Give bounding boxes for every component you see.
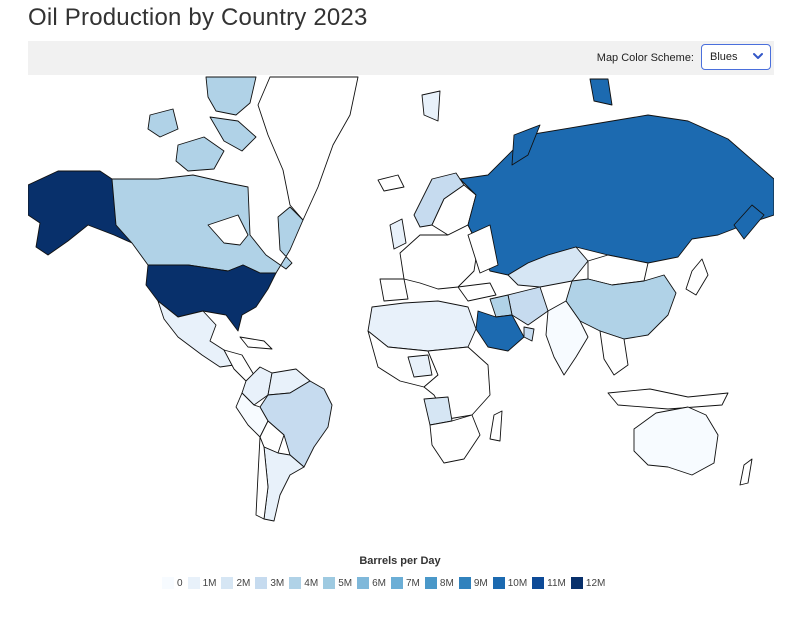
color-scheme-select[interactable]: Blues [701,44,771,70]
country-nigeria[interactable] [407,354,433,378]
legend-swatch [357,577,370,589]
country-russia-kamchatka[interactable] [733,204,765,240]
country-east-europe[interactable] [467,224,499,274]
country-svalbard[interactable] [421,90,441,122]
legend-item: 1M [187,577,217,589]
legend-item: 11M [532,577,566,589]
country-se-asia[interactable] [599,330,629,376]
legend-swatch [458,577,471,589]
country-europe[interactable] [399,224,479,290]
country-cuba[interactable] [239,336,273,350]
legend-swatch [532,577,545,589]
country-russia[interactable] [459,114,774,276]
legend-label: 11M [547,577,566,589]
legend-item: 8M [424,577,454,589]
legend-item: 2M [221,577,250,589]
legend-label: 8M [439,577,454,589]
country-spain[interactable] [379,278,409,302]
map-legend: 0 1M 2M 3M 4M 5M 6M 7M 8M 9M 10M 11M 12M [162,575,610,591]
legend-swatch [323,577,336,589]
color-scheme-value: Blues [710,51,738,63]
legend-label: 10M [507,577,528,589]
legend-item: 6M [357,577,386,589]
country-greenland[interactable] [257,76,359,221]
legend-label: 1M [202,577,217,589]
legend-swatch [492,577,505,589]
country-iraq[interactable] [489,294,513,318]
legend-label: 6M [372,577,386,589]
country-uae[interactable] [523,326,535,342]
country-russia-novaya[interactable] [511,124,541,166]
legend-label: 9M [473,577,488,589]
legend-item: 5M [323,577,352,589]
map-toolbar: Map Color Scheme: Blues [28,41,774,75]
country-indonesia[interactable] [607,388,729,410]
country-canada-arctic-2[interactable] [175,136,225,172]
legend-swatch [187,577,200,589]
legend-item: 10M [492,577,528,589]
country-madagascar[interactable] [489,410,503,442]
legend-swatch [424,577,437,589]
legend-item: 7M [391,577,420,589]
country-new-zealand[interactable] [739,458,753,486]
legend-item: 4M [289,577,318,589]
country-australia[interactable] [633,406,719,476]
country-united-kingdom[interactable] [389,218,407,250]
legend-label: 0 [177,577,183,589]
legend-swatch [570,577,583,589]
hudson-bay [207,214,249,246]
legend-label: 2M [236,577,251,589]
legend-item: 3M [255,577,284,589]
country-saudi-arabia[interactable] [475,310,525,352]
legend-label: 3M [270,577,285,589]
country-southern-africa[interactable] [429,414,481,464]
legend-item: 9M [458,577,488,589]
legend-item: 0 [162,577,183,589]
legend-label: 5M [338,577,353,589]
country-russia-island[interactable] [589,78,613,106]
country-canada-arctic-3[interactable] [147,108,179,138]
chevron-down-icon [753,53,763,59]
country-canada[interactable] [111,174,304,274]
country-japan[interactable] [685,258,709,296]
legend-label: 7M [406,577,420,589]
legend-label: 12M [585,577,606,589]
legend-swatch [255,577,268,589]
country-canada-arctic-4[interactable] [209,116,257,152]
legend-swatch [221,577,234,589]
country-india[interactable] [545,300,589,376]
country-alaska[interactable] [28,170,133,256]
country-turkey[interactable] [457,282,497,302]
country-chile[interactable] [255,436,269,520]
world-map [28,75,774,525]
legend-item: 12M [570,577,606,589]
legend-swatch [289,577,302,589]
legend-label: 4M [304,577,319,589]
legend-swatch [162,577,174,589]
country-iceland[interactable] [377,174,405,192]
legend-title: Barrels per Day [359,555,441,567]
country-angola[interactable] [423,396,453,426]
page-title: Oil Production by Country 2023 [28,4,368,31]
color-scheme-label: Map Color Scheme: [596,52,694,64]
country-canada-arctic[interactable] [205,76,257,116]
world-map-svg [28,76,774,522]
legend-swatch [391,577,403,589]
